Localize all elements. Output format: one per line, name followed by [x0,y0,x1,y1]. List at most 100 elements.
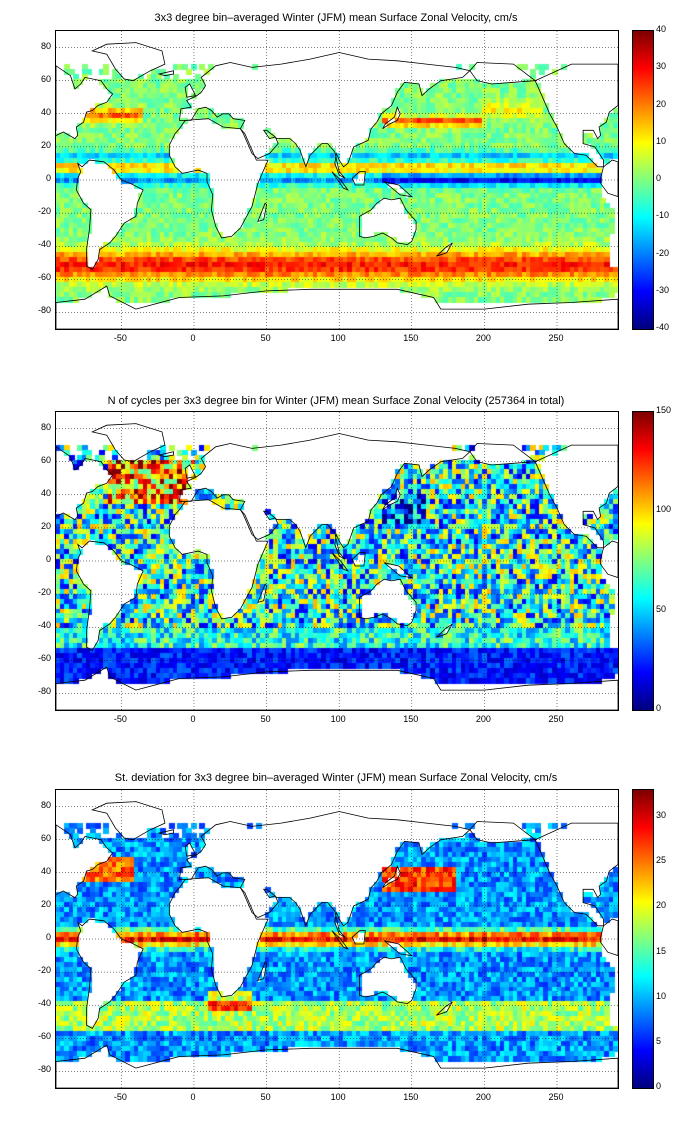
coastline-overlay [56,31,618,329]
coastline [257,202,268,223]
y-tick-label: 40 [41,487,52,498]
coastline [436,623,453,638]
colorbar-tick-label: 5 [656,1035,662,1046]
y-tick-label: -20 [38,965,52,976]
colorbar-tick-label: -30 [656,284,670,295]
colorbar-tick-label: -10 [656,210,670,221]
y-tick-label: 80 [41,40,52,51]
coastline [56,1044,618,1088]
y-tick-label: 40 [41,106,52,117]
x-tick-label: 200 [475,714,491,724]
panel-mean-velocity: 3x3 degree bin–averaged Winter (JFM) mea… [0,0,696,360]
coastline [382,487,401,511]
coastline [178,433,471,560]
x-tick-label: 100 [330,333,346,343]
colorbar-canvas [633,31,653,329]
y-tick-label: 40 [41,865,52,876]
colorbar [632,411,654,711]
coastline [91,801,166,841]
coastline [331,930,350,950]
colorbar-tick-label: 30 [656,61,667,72]
coastline-overlay [56,412,618,710]
colorbar-tick-label: 20 [656,900,667,911]
coastline [178,811,471,938]
y-tick-label: 60 [41,454,52,465]
y-tick-label: 60 [41,832,52,843]
coastline [178,52,471,179]
coastline [534,822,618,927]
panel-cycle-count: N of cycles per 3x3 degree bin for Winte… [0,385,696,745]
coastline [257,583,268,604]
x-tick-label: -50 [113,333,127,343]
coastline [184,842,196,857]
coastline [56,824,114,899]
x-tick-label: 0 [190,333,196,343]
y-tick-label: 80 [41,421,52,432]
x-tick-label: 50 [260,1092,271,1102]
colorbar-tick-label: 50 [656,603,667,614]
coastline [56,666,618,710]
coastline [534,444,618,549]
y-tick-label: 0 [46,554,52,564]
coastline [383,940,414,957]
coastline [75,159,144,270]
y-tick-label: 60 [41,73,52,84]
coastline [168,118,269,239]
y-tick-label: -20 [38,206,52,217]
coastline [359,578,417,627]
y-tick-label: -60 [38,272,52,283]
y-tick-label: 80 [41,799,52,810]
coastline [75,918,144,1029]
y-tick-label: -40 [38,998,52,1009]
x-tick-label: 150 [403,714,419,724]
y-tick-label: -60 [38,653,52,664]
coastline [600,159,618,198]
colorbar-tick-label: 10 [656,135,667,146]
map-plot [55,30,619,330]
coastline [436,1001,453,1016]
coastline [75,540,144,651]
y-tick-label: 0 [46,173,52,183]
colorbar-tick-label: 0 [656,703,662,713]
y-tick-label: 20 [41,139,52,150]
y-tick-label: -20 [38,587,52,598]
coastline [184,464,196,479]
coastline [257,961,268,982]
coastline [56,446,114,521]
coastline [157,70,174,77]
coastline [359,197,417,246]
x-tick-label: 50 [260,714,271,724]
y-tick-label: -40 [38,620,52,631]
coastline [157,829,174,836]
y-tick-label: -60 [38,1031,52,1042]
panel-title: St. deviation for 3x3 degree bin–average… [114,772,558,784]
colorbar-canvas [633,790,653,1088]
x-tick-label: -50 [113,714,127,724]
panel-title: 3x3 degree bin–averaged Winter (JFM) mea… [154,12,518,24]
colorbar-tick-label: -20 [656,247,670,258]
y-tick-label: -80 [38,305,52,316]
coastline-overlay [56,790,618,1088]
coastline [157,451,174,458]
colorbar-tick-label: 100 [656,504,672,515]
x-tick-label: 150 [403,1092,419,1102]
colorbar-tick-label: 0 [656,1081,662,1091]
colorbar-tick-label: 10 [656,990,667,1001]
colorbar-tick-label: -40 [656,322,670,332]
coastline [469,62,537,85]
y-tick-label: 0 [46,932,52,942]
coastline [469,821,537,844]
coastline [331,171,350,191]
map-plot [55,411,619,711]
colorbar [632,789,654,1089]
coastline [56,285,618,329]
panel-std-dev: St. deviation for 3x3 degree bin–average… [0,763,696,1133]
x-tick-label: 100 [330,1092,346,1102]
x-tick-label: 200 [475,333,491,343]
coastline [382,106,401,130]
x-tick-label: 250 [548,333,564,343]
coastline [382,865,401,889]
colorbar-tick-label: 150 [656,405,672,415]
coastline [436,242,453,257]
colorbar-tick-label: 15 [656,945,667,956]
